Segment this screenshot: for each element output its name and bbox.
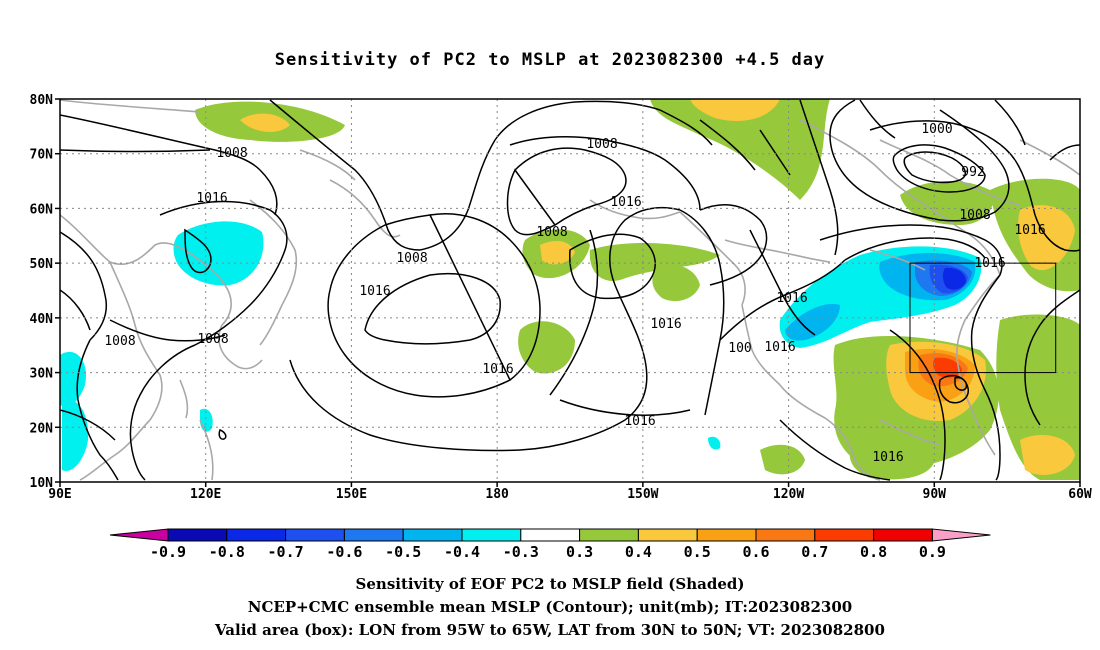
contour-label: 1016 [610,195,641,210]
colorbar-under-triangle [109,528,169,542]
contour-label: 1008 [959,208,990,223]
contour-label: 1016 [764,340,795,355]
lat-label: 10N [30,476,54,491]
colorbar-segment [461,528,522,542]
contour-label: 1016 [776,291,807,306]
contour-label: 1008 [536,225,567,240]
colorbar: -0.9 -0.8 -0.7 -0.6 -0.5 -0.4 -0.3 0.3 0.4 0.5 0.6… [109,528,991,561]
colorbar-segment [814,528,875,542]
colorbar-label: 0.4 [625,543,652,561]
colorbar-segment [402,528,463,542]
colorbar-over-triangle [931,528,991,542]
shade-negative-0.8 [942,267,966,290]
lon-label: 120E [190,487,221,502]
contour-label: 992 [961,165,984,180]
shade-negative-0.4 [62,399,89,471]
colorbar-label: 0.8 [860,543,887,561]
contour-label: 1016 [1059,154,1062,156]
colorbar-label: -0.4 [444,543,480,561]
colorbar-label: -0.5 [385,543,421,561]
latitude-labels: 80N 70N 60N 50N 40N 30N 20N 10N [30,93,60,491]
contour-label: 1016 [482,362,513,377]
contour-label: 1016 [872,450,903,465]
lon-label: 120W [773,487,804,502]
valid-area-box [909,262,1057,374]
shade-positive-0.4 [1020,435,1075,475]
contour-label: 1016 [650,317,681,332]
lat-label: 50N [30,257,54,272]
sensitivity-shading [60,99,1080,480]
shade-positive-0.3 [849,444,935,480]
colorbar-label: 0.7 [801,543,828,561]
shade-positive-0.3 [900,180,994,225]
colorbar-label: 0.9 [919,543,946,561]
lon-label: 60W [1068,487,1092,502]
shade-positive-0.3 [760,444,805,475]
chart-title: Sensitivity of PC2 to MSLP at 2023082300… [274,50,826,70]
colorbar-segment [226,528,287,542]
caption-contour: NCEP+CMC ensemble mean MSLP (Contour); u… [247,598,853,616]
contour-label: 1016 [624,414,655,429]
lon-label: 150W [627,487,658,502]
colorbar-label: -0.6 [326,543,362,561]
colorbar-label: 0.6 [742,543,769,561]
contour-label: 1008 [396,251,427,266]
shade-positive-0.4 [540,240,575,265]
lat-label: 20N [30,421,54,436]
longitude-labels: 90E 120E 150E 180 150W 120W 90W 60W [48,482,1092,502]
colorbar-label: -0.9 [150,543,186,561]
shade-positive-0.3 [652,265,700,302]
lon-label: 180 [485,487,509,502]
lat-label: 30N [30,367,54,382]
shade-negative-0.4 [708,436,721,450]
contour-label: 1016 [974,256,1005,271]
colorbar-segment [343,528,404,542]
colorbar-segment [579,528,639,542]
contour-label: 1016 [1014,223,1045,238]
shade-negative-0.4 [200,408,213,432]
caption-valid-area: Valid area (box): LON from 95W to 65W, L… [215,621,885,639]
lat-label: 80N [30,93,54,108]
lon-label: 150E [336,487,367,502]
lon-label: 90E [48,487,71,502]
colorbar-segment [696,528,757,542]
contour-label: 1016 [196,191,227,206]
colorbar-segment [285,528,345,542]
colorbar-label: 0.5 [684,543,711,561]
shade-positive-0.4 [690,99,780,121]
shade-positive-0.3 [518,321,575,374]
colorbar-label: 0.3 [566,543,593,561]
colorbar-segment [520,528,581,542]
caption-shading: Sensitivity of EOF PC2 to MSLP field (Sh… [355,575,745,593]
colorbar-segment [873,528,933,542]
colorbar-segment [637,528,698,542]
colorbar-segment [167,528,228,542]
mslp-contours [60,99,1080,481]
contour-label: 1000 [921,122,952,137]
shade-negative-0.5 [785,303,840,341]
colorbar-label: -0.3 [503,543,539,561]
lon-label: 90W [923,487,947,502]
lat-label: 60N [30,202,54,217]
lat-label: 70N [30,148,54,163]
graticule [60,99,1081,482]
contour-label: 1008 [94,334,97,336]
contour-label: 1016 [359,284,390,299]
colorbar-label: -0.8 [209,543,245,561]
contour-label: 1008 [197,332,228,347]
contour-label: 1008 [216,146,247,161]
map-frame [59,98,1081,483]
colorbar-label: -0.7 [268,543,304,561]
shade-positive-0.4 [240,113,290,132]
contour-label: 100 [728,341,751,356]
contour-label: 1008 [104,334,135,349]
contour-labels: 1008 1016 1008 1008 1008 1016 1016 1016 1000 992 1… [94,122,1062,465]
contour-label: 1008 [586,137,617,152]
shade-positive-0.3 [650,99,830,200]
lat-label: 40N [30,312,54,327]
colorbar-segment [755,528,816,542]
